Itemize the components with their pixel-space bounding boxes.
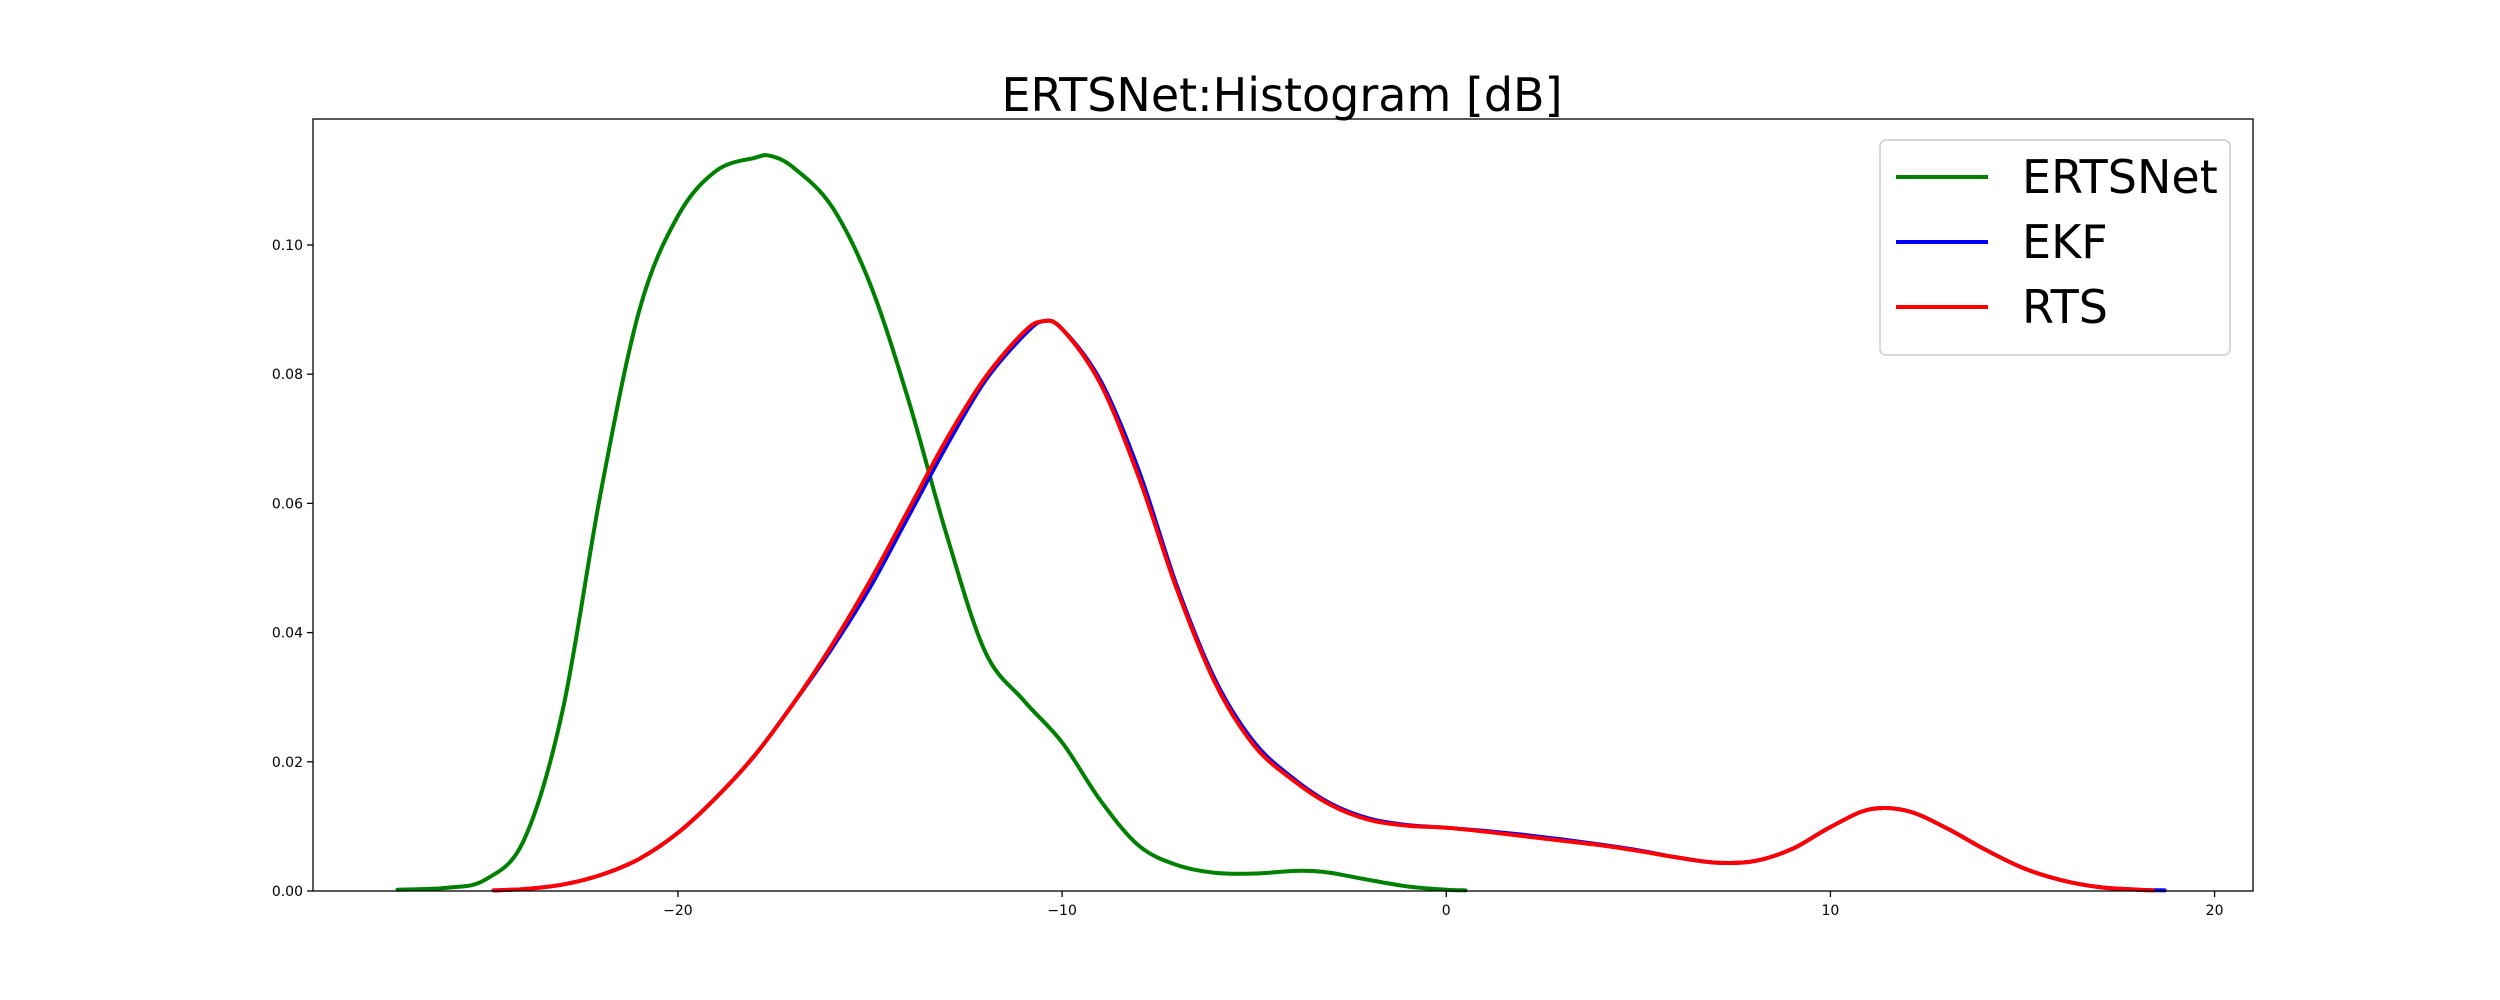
legend-label-rts: RTS bbox=[2022, 280, 2108, 334]
x-tick-label: −10 bbox=[1047, 903, 1077, 919]
x-tick-label: −20 bbox=[663, 903, 693, 919]
x-tick-label: 20 bbox=[2206, 903, 2224, 919]
chart-title: ERTSNet:Histogram [dB] bbox=[1001, 68, 1562, 122]
y-tick-label: 0.06 bbox=[272, 496, 303, 512]
plot-area: −20 −10 0 10 20 0.00 0.02 0.04 0.06 0.08 0.10 bbox=[272, 118, 2254, 919]
y-tick-label: 0.10 bbox=[272, 238, 303, 254]
legend-label-ekf: EKF bbox=[2022, 215, 2108, 269]
y-tick-label: 0.04 bbox=[272, 626, 303, 642]
y-tick-label: 0.02 bbox=[272, 755, 303, 771]
series-line-rts bbox=[491, 318, 2156, 893]
axes-frame bbox=[312, 118, 2254, 892]
y-tick-label: 0.00 bbox=[272, 884, 303, 900]
x-tick-label: 0 bbox=[1442, 903, 1451, 919]
series-line-ertsnet bbox=[395, 153, 1468, 893]
y-tick-label: 0.08 bbox=[272, 367, 303, 383]
legend-label-ertsnet: ERTSNet bbox=[2022, 150, 2218, 204]
legend-frame bbox=[1879, 139, 2231, 356]
x-tick-label: 10 bbox=[1822, 903, 1840, 919]
legend: ERTSNet EKF RTS bbox=[1879, 139, 2231, 356]
